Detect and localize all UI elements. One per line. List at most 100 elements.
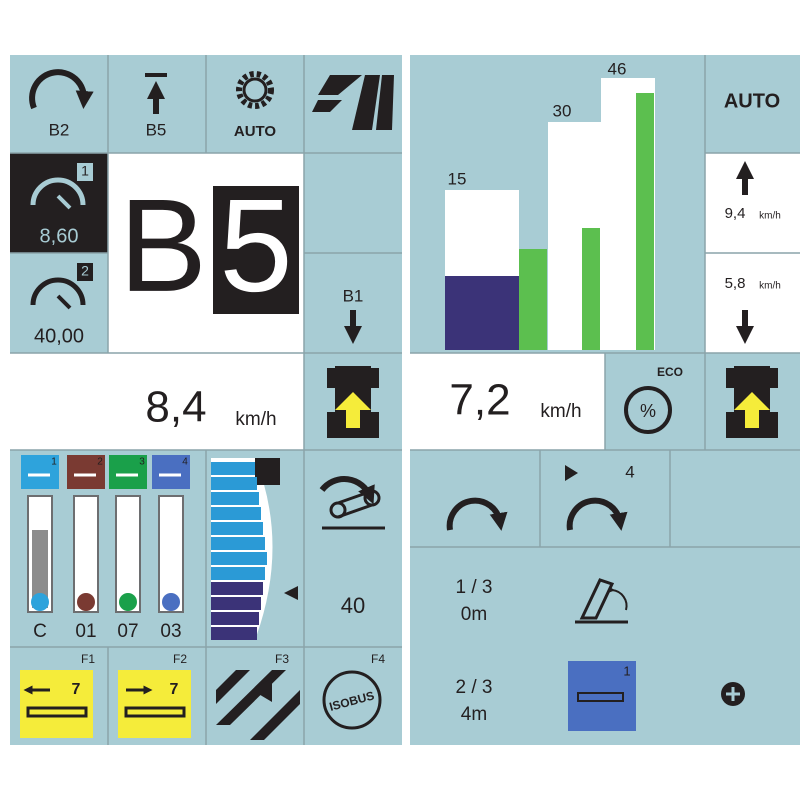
shape	[318, 75, 362, 95]
sequence-2[interactable]: 2 / 3 4m 1	[456, 661, 745, 731]
button-b1[interactable]: B1	[343, 286, 364, 344]
speed-down[interactable]: 5,8 km/h	[725, 275, 781, 344]
valve-label: C	[33, 621, 47, 642]
level-stripe	[211, 462, 255, 475]
pto-value: 40	[341, 593, 365, 618]
key-value: 7	[170, 681, 179, 698]
tractor-icon[interactable]	[327, 366, 379, 438]
button-b5[interactable]: B5	[145, 73, 167, 139]
shape	[608, 586, 628, 611]
gear-letter: B	[119, 172, 207, 319]
valve-tab	[67, 455, 105, 489]
shape	[29, 69, 94, 110]
speed-up[interactable]: 9,4 km/h	[725, 161, 781, 222]
valve-tube	[158, 495, 184, 613]
gauge-1[interactable]: 1 8,60	[30, 163, 93, 248]
valve-timer	[77, 593, 95, 611]
bar-label: 30	[553, 101, 572, 120]
shape	[30, 277, 86, 306]
eco-label: ECO	[657, 365, 683, 379]
shape	[118, 670, 191, 738]
valve-timer	[162, 593, 180, 611]
key-label: F3	[275, 652, 289, 666]
turn-sequence-button[interactable]: 4	[565, 462, 635, 531]
valve-tube	[73, 495, 99, 613]
sequence-distance: 0m	[461, 604, 487, 625]
sequence-step: 2 / 3	[456, 677, 493, 698]
turn-button[interactable]	[446, 497, 508, 531]
valve[interactable]: 1C	[21, 455, 59, 642]
shape	[216, 670, 250, 704]
button-tramline[interactable]	[312, 75, 394, 130]
valve[interactable]: 4 03	[152, 455, 190, 642]
shape	[20, 670, 93, 738]
valve[interactable]: 2 01	[67, 455, 105, 642]
speed-bg	[10, 353, 304, 450]
f1-key[interactable]: F1 7	[20, 652, 95, 738]
shape	[726, 412, 736, 438]
bar-label: 46	[608, 59, 627, 78]
speed-value: 7,2	[449, 376, 510, 425]
button-auto[interactable]: AUTO	[234, 71, 277, 140]
shape	[337, 489, 373, 505]
level-stripe	[211, 507, 261, 520]
shape	[369, 412, 379, 438]
valve-timer	[119, 593, 137, 611]
level-stripe	[211, 552, 267, 565]
level-gauge	[211, 458, 298, 640]
gear-display: B 5	[119, 172, 299, 319]
valve-label: 07	[117, 621, 138, 642]
key-label: F4	[371, 652, 385, 666]
speed-unit: km/h	[759, 281, 781, 292]
level-stripe	[211, 522, 263, 535]
level-stripe	[211, 492, 259, 505]
gauge-index: 2	[81, 263, 89, 279]
level-stripe	[211, 612, 259, 625]
f2-key[interactable]: F2 7	[118, 652, 191, 738]
f3-key[interactable]: F3	[216, 652, 300, 740]
shape	[726, 368, 736, 388]
shape	[352, 75, 380, 130]
shape	[446, 497, 508, 531]
shape	[734, 392, 770, 428]
shape	[56, 194, 72, 210]
button-label: B2	[49, 120, 70, 139]
right-panel: 15 30 46 AUTO 9,4 km/h 5,8 km/h 7,2 km/h…	[410, 55, 800, 745]
gauge-2[interactable]: 2 40,00	[30, 263, 93, 348]
shape	[568, 661, 636, 731]
pto[interactable]: 40	[319, 476, 385, 618]
shape	[319, 476, 375, 505]
shape	[242, 77, 268, 103]
shape	[636, 93, 654, 350]
speed-value: 8,4	[145, 383, 206, 432]
sequence-1[interactable]: 1 / 3 0m	[456, 577, 628, 625]
valve-tab	[21, 455, 59, 489]
valve-level	[32, 530, 48, 608]
level-stripe	[211, 567, 265, 580]
key-value: 7	[72, 681, 81, 698]
speed-unit: km/h	[759, 211, 781, 222]
valve-index: 2	[97, 457, 103, 468]
valve-index: 3	[139, 457, 145, 468]
shape	[30, 177, 86, 206]
shape	[322, 670, 382, 730]
auto-button[interactable]: AUTO	[724, 90, 780, 112]
shape	[566, 497, 628, 531]
shape	[335, 392, 371, 428]
shape	[565, 465, 578, 481]
key-label: F2	[173, 652, 187, 666]
valve[interactable]: 3 07	[109, 455, 147, 642]
shape	[726, 687, 740, 701]
shape	[768, 368, 778, 388]
speed-value: 5,8	[725, 275, 746, 292]
grid-lines	[10, 55, 402, 745]
button-b2[interactable]: B2	[29, 69, 94, 139]
bar-label: 15	[448, 169, 467, 188]
gear-number: 5	[219, 172, 292, 319]
tractor-icon[interactable]	[726, 366, 778, 438]
shape	[255, 458, 280, 485]
load-bars: 15 30 46	[445, 59, 655, 350]
eco-button[interactable]: ECO %	[624, 365, 683, 434]
